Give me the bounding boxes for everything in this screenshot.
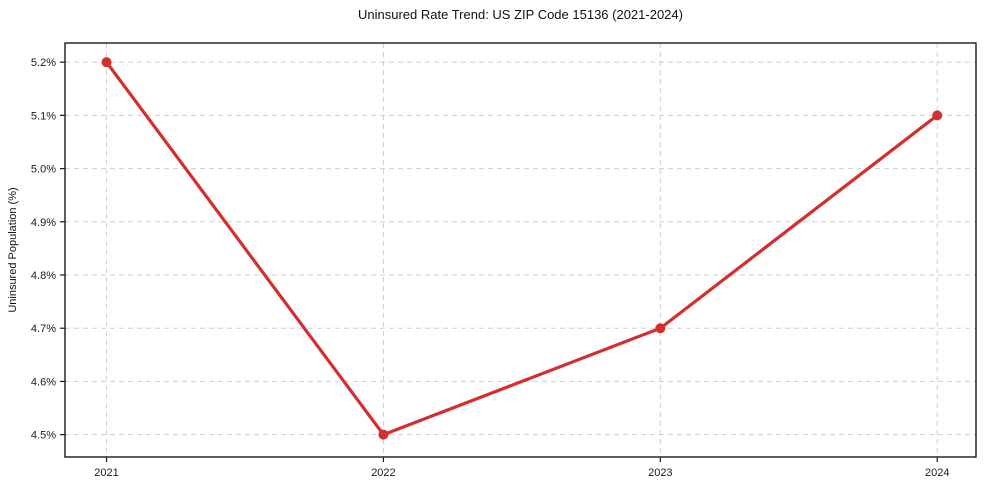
x-tick-label: 2024 xyxy=(925,467,949,479)
chart-title: Uninsured Rate Trend: US ZIP Code 15136 … xyxy=(358,7,683,22)
y-tick-label: 5.0% xyxy=(31,164,56,176)
trend-line xyxy=(104,60,939,437)
y-tick-label: 4.8% xyxy=(31,270,56,282)
plot-border xyxy=(64,42,977,458)
y-tick-label: 4.6% xyxy=(31,376,56,388)
x-tick-label: 2023 xyxy=(648,467,672,479)
y-tick-label: 4.5% xyxy=(31,430,56,442)
data-point xyxy=(932,110,943,121)
y-tick-label: 5.2% xyxy=(31,57,56,69)
y-tick-label: 5.1% xyxy=(31,110,56,122)
x-tick-label: 2021 xyxy=(94,467,118,479)
y-tick-label: 4.9% xyxy=(31,217,56,229)
y-tick-label: 4.7% xyxy=(31,323,56,335)
data-point xyxy=(655,323,666,334)
x-tick-label: 2022 xyxy=(371,467,395,479)
data-point xyxy=(101,57,112,68)
data-point xyxy=(378,429,389,440)
